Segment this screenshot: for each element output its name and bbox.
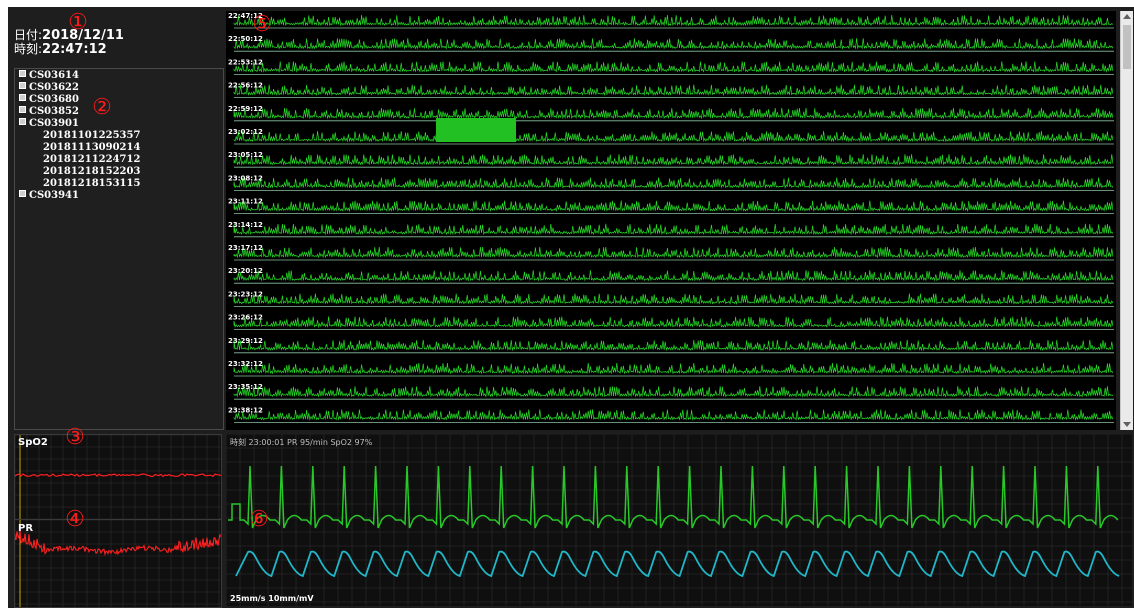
strip-time-label: 23:32:12 (228, 360, 263, 368)
tree-item-cs03622[interactable]: CS03622 (19, 82, 79, 94)
expand-icon[interactable] (19, 106, 26, 113)
waveform-header: 時刻 23:00:01 PR 95/min SpO2 97% (230, 438, 373, 447)
tree-child-record[interactable]: 20181218152203 (43, 166, 141, 177)
expand-icon[interactable] (19, 70, 26, 77)
grid (15, 520, 221, 607)
ecg-trace (228, 465, 1119, 529)
trend-strip: 23:05:12 (228, 151, 1114, 168)
marker-1: ① (68, 10, 88, 35)
trend-strip: 23:02:12 (228, 128, 1114, 145)
tree-item-cs03941[interactable]: CS03941 (19, 190, 79, 202)
tree-item-label: CS03901 (29, 118, 79, 129)
tree-child-record[interactable]: 20181218153115 (43, 178, 141, 189)
waveform-panel[interactable]: 時刻 23:00:01 PR 95/min SpO2 97% 25mm/s 10… (226, 434, 1132, 606)
trend-strip: 23:14:12 (228, 221, 1114, 238)
trend-strip: 23:23:12 (228, 290, 1114, 307)
tree-item-label: CS03622 (29, 82, 79, 93)
expand-icon[interactable] (19, 190, 26, 197)
monitor-app: 日付:2018/12/11 時刻:22:47:12 CS03614 CS03622… (8, 7, 1134, 608)
marker-5: ⑤ (252, 12, 272, 37)
pr-trend-chart (15, 520, 221, 607)
marker-3: ③ (65, 425, 85, 450)
tree-item-label: CS03852 (29, 106, 79, 117)
marker-4: ④ (65, 507, 85, 532)
expand-icon[interactable] (19, 94, 26, 101)
scroll-down-arrow-icon[interactable] (1123, 422, 1131, 427)
spo2-label: SpO2 (18, 437, 48, 448)
strip-time-label: 23:20:12 (228, 267, 263, 275)
strip-time-label: 23:23:12 (228, 290, 263, 298)
spo2-trend-chart (15, 435, 221, 519)
tree-item-cs03852[interactable]: CS03852 (19, 106, 79, 118)
trend-strip: 22:53:12 (228, 58, 1114, 75)
trend-strip: 23:11:12 (228, 198, 1114, 215)
scroll-thumb[interactable] (1123, 25, 1131, 69)
collapse-icon[interactable] (19, 118, 26, 125)
strip-time-label: 22:56:12 (228, 82, 263, 90)
waveform-chart (226, 434, 1132, 606)
trend-strip: 22:59:12 (228, 105, 1114, 122)
trend-strip: 23:29:12 (228, 337, 1114, 354)
tree-item-label: CS03680 (29, 94, 79, 105)
datetime-panel: 日付:2018/12/11 時刻:22:47:12 (8, 7, 220, 65)
tree-item-cs03901[interactable]: CS03901 (19, 118, 79, 130)
marker-2: ② (92, 95, 112, 120)
tree-item-cs03614[interactable]: CS03614 (19, 70, 79, 82)
grid (15, 435, 221, 519)
strip-time-label: 23:35:12 (228, 383, 263, 391)
trend-strip: 23:38:12 (228, 406, 1114, 423)
expand-icon[interactable] (19, 82, 26, 89)
scroll-up-arrow-icon[interactable] (1123, 14, 1131, 19)
spo2-trace (15, 473, 221, 478)
strip-time-label: 23:29:12 (228, 337, 263, 345)
patient-tree: CS03614 CS03622 CS03680 CS03852 CS03901 20181… (14, 68, 224, 430)
tree-item-label: CS03614 (29, 70, 79, 81)
strip-time-label: 23:14:12 (228, 221, 263, 229)
strip-time-label: 23:02:12 (228, 128, 263, 136)
pleth-trace (235, 550, 1120, 578)
strip-time-label: 22:59:12 (228, 105, 263, 113)
strip-time-label: 22:47:12 (228, 12, 263, 20)
trend-strip: 23:08:12 (228, 174, 1114, 191)
trend-selection-highlight[interactable] (436, 118, 516, 142)
spo2-trend-panel[interactable]: SpO2 (14, 434, 222, 520)
trend-scrollbar[interactable] (1120, 11, 1133, 430)
strip-time-label: 23:05:12 (228, 151, 263, 159)
trend-strip: 22:47:12 (228, 12, 1114, 29)
trend-strips-chart: 22:47:12 22:50:12 22:53:12 22:56:12 22:59:12… (228, 12, 1114, 423)
marker-6: ⑥ (249, 507, 269, 532)
trend-strip: 23:20:12 (228, 267, 1114, 284)
trend-strip: 23:32:12 (228, 360, 1114, 377)
date-label: 日付: (14, 28, 43, 42)
trend-strips-panel[interactable]: 22:47:12 22:50:12 22:53:12 22:56:12 22:59:12… (226, 11, 1116, 430)
trend-strip: 23:35:12 (228, 383, 1114, 400)
strip-time-label: 23:26:12 (228, 314, 263, 322)
strip-time-label: 23:11:12 (228, 198, 263, 206)
trend-strip: 23:17:12 (228, 244, 1114, 261)
time-value: 22:47:12 (42, 42, 107, 57)
date-value: 2018/12/11 (42, 28, 124, 43)
trend-strip: 22:56:12 (228, 82, 1114, 98)
strip-time-label: 22:50:12 (228, 35, 263, 43)
strip-time-label: 23:08:12 (228, 174, 263, 182)
waveform-scale-label: 25mm/s 10mm/mV (230, 594, 314, 603)
trend-strip: 23:26:12 (228, 314, 1114, 331)
pr-trace (15, 529, 221, 557)
tree-child-record[interactable]: 20181101225357 (43, 130, 141, 141)
tree-child-record[interactable]: 20181211224712 (43, 154, 141, 165)
tree-child-record[interactable]: 20181113090214 (43, 142, 141, 153)
date-row: 日付:2018/12/11 (14, 26, 124, 43)
pr-label: PR (18, 523, 34, 534)
trend-strip: 22:50:12 (228, 35, 1114, 52)
strip-time-label: 23:38:12 (228, 406, 263, 414)
pr-trend-panel[interactable]: PR (14, 519, 222, 608)
strip-time-label: 23:17:12 (228, 244, 263, 252)
time-row: 時刻:22:47:12 (14, 40, 107, 57)
tree-item-label: CS03941 (29, 190, 79, 201)
tree-item-cs03680[interactable]: CS03680 (19, 94, 79, 106)
time-label: 時刻: (14, 42, 43, 56)
strip-time-label: 22:53:12 (228, 58, 263, 66)
